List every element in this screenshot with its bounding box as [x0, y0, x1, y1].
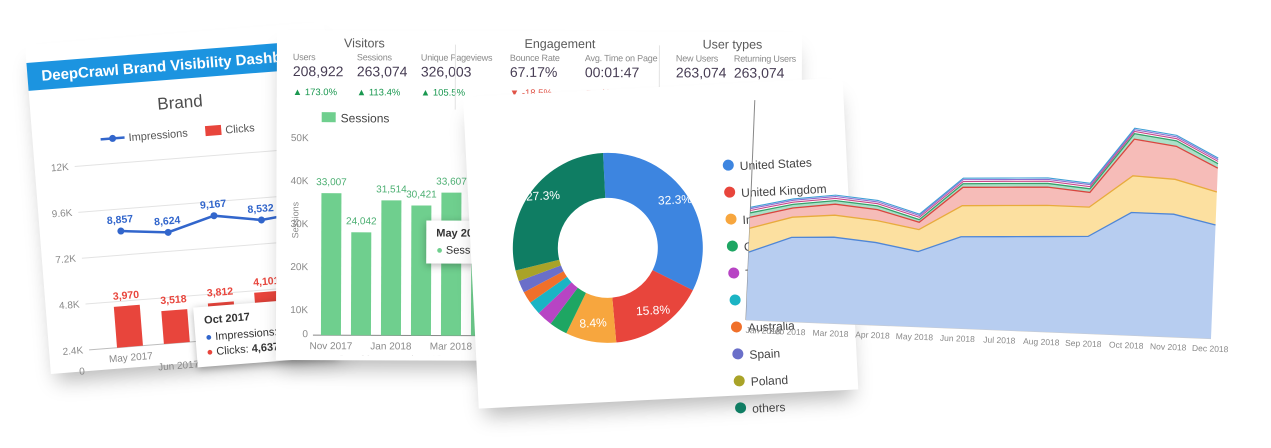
svg-text:Apr 2018: Apr 2018 [855, 329, 890, 340]
svg-text:Jan 2018: Jan 2018 [370, 341, 412, 352]
svg-text:Mar 2018: Mar 2018 [430, 342, 473, 353]
svg-text:Dec 2017: Dec 2017 [339, 354, 382, 356]
svg-text:3,970: 3,970 [112, 289, 139, 303]
svg-text:Oct 2018: Oct 2018 [1109, 340, 1144, 351]
svg-text:33,607: 33,607 [436, 177, 467, 188]
svg-text:27.3%: 27.3% [526, 188, 561, 204]
svg-text:May 2017: May 2017 [109, 351, 154, 365]
svg-text:3,812: 3,812 [206, 285, 233, 299]
svg-text:Feb 2018: Feb 2018 [769, 326, 806, 337]
svg-text:2.4K: 2.4K [62, 345, 84, 358]
svg-text:9,167: 9,167 [200, 198, 227, 212]
svg-text:0: 0 [302, 329, 308, 340]
svg-text:3,518: 3,518 [160, 293, 187, 307]
svg-text:Mar 2018: Mar 2018 [812, 328, 849, 339]
svg-text:9.6K: 9.6K [51, 208, 73, 221]
svg-text:0: 0 [79, 366, 86, 377]
svg-text:Sep 2018: Sep 2018 [1065, 338, 1102, 349]
svg-text:7.2K: 7.2K [55, 254, 77, 267]
svg-text:12K: 12K [51, 162, 70, 174]
svg-text:40K: 40K [291, 176, 309, 187]
svg-text:31,514: 31,514 [376, 184, 407, 195]
svg-text:Aug 2018: Aug 2018 [1023, 336, 1060, 347]
svg-text:Jun 2017: Jun 2017 [158, 359, 200, 373]
svg-text:Jun 2018: Jun 2018 [940, 333, 976, 344]
svg-text:May 2018: May 2018 [896, 331, 934, 343]
svg-text:20K: 20K [290, 262, 308, 273]
svg-text:Feb 2018: Feb 2018 [400, 354, 443, 356]
svg-text:Dec 2018: Dec 2018 [1192, 343, 1229, 354]
svg-text:8,857: 8,857 [106, 213, 133, 227]
svg-text:8,532: 8,532 [247, 202, 274, 216]
svg-text:Jul 2018: Jul 2018 [983, 334, 1016, 345]
svg-text:Clicks: Clicks [225, 122, 256, 136]
svg-text:Sessions: Sessions [290, 201, 300, 238]
svg-text:Nov 2017: Nov 2017 [309, 341, 352, 352]
svg-text:Impressions: Impressions [128, 127, 189, 144]
svg-text:32.3%: 32.3% [658, 192, 693, 208]
svg-text:30,421: 30,421 [406, 189, 437, 200]
svg-text:8,624: 8,624 [154, 214, 181, 228]
svg-text:15.8%: 15.8% [636, 302, 671, 318]
svg-text:33,007: 33,007 [316, 177, 347, 188]
svg-text:Nov 2018: Nov 2018 [1150, 341, 1187, 352]
svg-text:50K: 50K [291, 133, 309, 144]
svg-text:8.4%: 8.4% [579, 315, 607, 330]
svg-text:24,042: 24,042 [346, 216, 377, 227]
svg-text:10K: 10K [290, 305, 308, 316]
svg-text:4.8K: 4.8K [59, 300, 81, 313]
